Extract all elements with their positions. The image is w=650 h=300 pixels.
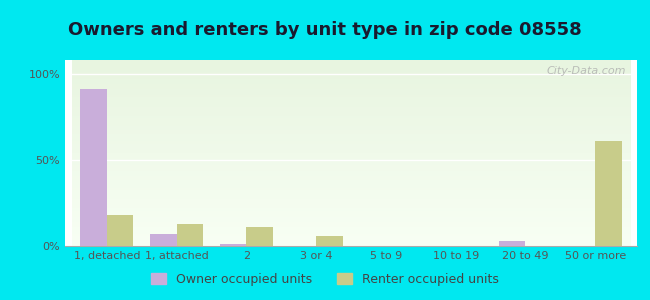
Bar xyxy=(177,224,203,246)
Bar xyxy=(81,89,107,246)
Bar xyxy=(107,215,133,246)
Bar xyxy=(220,244,246,246)
Bar xyxy=(499,241,525,246)
Bar xyxy=(595,141,621,246)
Legend: Owner occupied units, Renter occupied units: Owner occupied units, Renter occupied un… xyxy=(146,268,504,291)
Text: City-Data.com: City-Data.com xyxy=(546,66,625,76)
Bar xyxy=(316,236,343,246)
Text: Owners and renters by unit type in zip code 08558: Owners and renters by unit type in zip c… xyxy=(68,21,582,39)
Bar xyxy=(246,227,273,246)
Bar xyxy=(150,234,177,246)
